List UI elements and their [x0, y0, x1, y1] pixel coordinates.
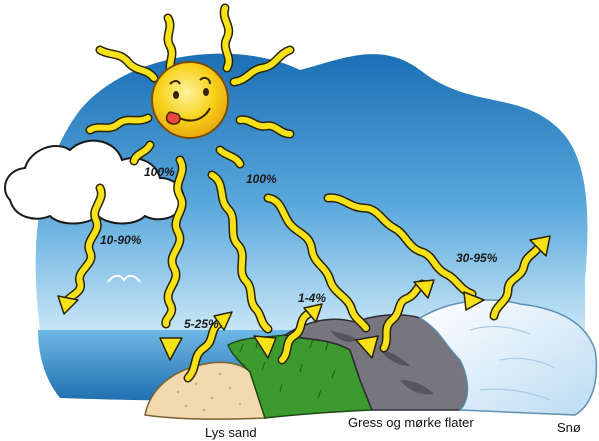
rock-shading	[330, 330, 434, 395]
label-cloud-reflect: 10-90%	[100, 233, 142, 247]
label-sand-reflect: 5-25%	[184, 317, 219, 331]
sun-rays	[85, 3, 295, 169]
seagull-icon	[107, 274, 141, 283]
caption-sand: Lys sand	[205, 425, 257, 440]
caption-snow: Snø	[557, 420, 581, 435]
sand-surface	[144, 361, 267, 420]
radiation-arrows	[57, 155, 551, 383]
sand-texture	[176, 372, 242, 412]
caption-grass: Gress og mørke flater	[348, 415, 474, 430]
sun-icon	[151, 61, 229, 139]
label-grass-reflect: 1-4%	[298, 291, 326, 305]
label-sun-in-left: 100%	[144, 165, 175, 179]
label-snow-reflect: 30-95%	[456, 251, 498, 265]
snow-highlights	[469, 325, 556, 401]
label-sun-in-right: 100%	[246, 172, 277, 186]
